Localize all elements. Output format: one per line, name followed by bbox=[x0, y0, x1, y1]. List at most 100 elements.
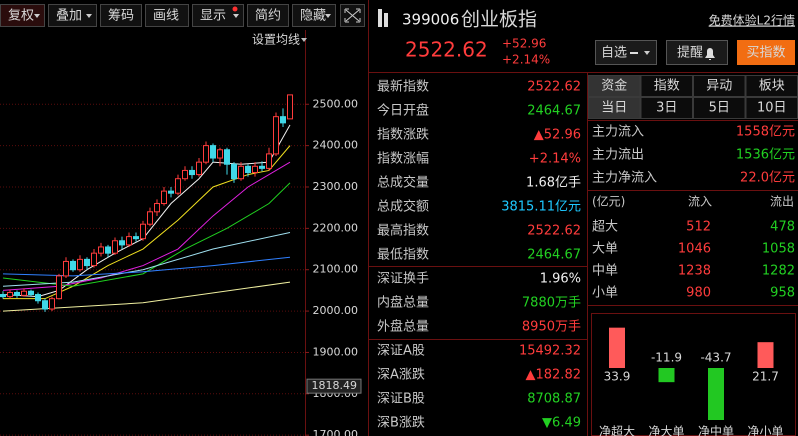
dropdown-arrow bbox=[34, 14, 40, 18]
tab[interactable] bbox=[640, 97, 693, 119]
y-tick-label: 1900.00 bbox=[313, 345, 359, 358]
quote-value: 2464.67 bbox=[527, 248, 581, 263]
quote-label: 指数涨幅 bbox=[377, 152, 429, 167]
net-flow-label: 33.9 bbox=[604, 370, 631, 384]
net-flow-category: 净大单 bbox=[648, 425, 684, 436]
tab-label: 指数 bbox=[654, 79, 680, 94]
stock-code: 399006 bbox=[402, 11, 459, 29]
net-flow-label: -43.7 bbox=[700, 351, 731, 365]
candle-body bbox=[84, 258, 90, 267]
candle-body bbox=[217, 149, 223, 159]
candle-body bbox=[273, 116, 279, 155]
net-flow-bar bbox=[708, 368, 724, 421]
toolbar-label: 筹码 bbox=[108, 8, 134, 24]
candle-body bbox=[77, 258, 83, 271]
buy-button[interactable] bbox=[737, 40, 795, 65]
candle-body bbox=[175, 178, 181, 194]
notice-dot bbox=[232, 6, 238, 12]
candle-body bbox=[0, 294, 6, 298]
flow-value: 1536亿元 bbox=[736, 148, 795, 163]
stock-name: 创业板指 bbox=[461, 9, 537, 31]
quote-label: 深B涨跌 bbox=[377, 415, 425, 431]
alert-button[interactable] bbox=[666, 40, 728, 65]
toolbar-label: 叠加 bbox=[56, 9, 82, 24]
toolbar-button[interactable] bbox=[145, 4, 189, 27]
quote-label: 深证换手 bbox=[377, 272, 429, 287]
candle-body bbox=[168, 190, 174, 194]
table-header: 流出 bbox=[770, 195, 794, 209]
dropdown-arrow bbox=[644, 51, 650, 55]
price: 2522.62 bbox=[405, 38, 488, 62]
dropdown-arrow bbox=[325, 14, 331, 18]
candle-body bbox=[70, 260, 76, 271]
candle-body bbox=[119, 240, 125, 246]
cursor-price: 1818.49 bbox=[312, 379, 358, 392]
tab-label: 资金 bbox=[601, 78, 627, 94]
tab[interactable] bbox=[588, 97, 641, 119]
quote-value: ▲52.96 bbox=[534, 128, 581, 143]
toolbar-button[interactable] bbox=[0, 4, 45, 27]
tab-label: 5日 bbox=[709, 101, 730, 116]
net-flow-bar bbox=[658, 368, 675, 383]
net-flow-bar bbox=[757, 342, 774, 368]
toolbar-label: 隐藏 bbox=[300, 9, 326, 24]
net-flow-category: 净超大 bbox=[599, 424, 635, 436]
toolbar-button[interactable] bbox=[100, 4, 142, 27]
quote-label: 总成交额 bbox=[377, 199, 429, 215]
candle-body bbox=[140, 223, 146, 240]
toolbar-button[interactable] bbox=[192, 4, 244, 27]
quote-label: 最高指数 bbox=[377, 223, 429, 239]
candle-body bbox=[154, 203, 160, 213]
candle-body bbox=[147, 211, 153, 225]
outflow: 1058 bbox=[762, 242, 795, 257]
candle-body bbox=[98, 246, 104, 254]
tab-label: 当日 bbox=[601, 101, 627, 116]
candle-body bbox=[238, 165, 244, 180]
quote-value: 1.96% bbox=[540, 272, 581, 287]
quote-label: 外盘总量 bbox=[377, 319, 429, 335]
candle-body bbox=[182, 169, 188, 180]
candle-body bbox=[21, 290, 27, 296]
toolbar-label: 简约 bbox=[255, 8, 281, 24]
quote-table: 最新指数 2522.62 今日开盘 2464.67 指数涨跌 ▲52.96 指数涨幅 +2.1… bbox=[377, 79, 581, 431]
bell-icon bbox=[705, 48, 715, 60]
toolbar-button[interactable] bbox=[247, 4, 289, 27]
net-flow-bar bbox=[609, 327, 625, 368]
quote-value: 2464.67 bbox=[527, 104, 581, 119]
quote-label: 深A涨跌 bbox=[377, 367, 425, 383]
table-header: (亿元) bbox=[592, 194, 625, 209]
promo-link[interactable]: 免费体验L2行情 bbox=[709, 13, 795, 28]
candle-body bbox=[196, 161, 202, 176]
toolbar-button[interactable] bbox=[292, 4, 336, 27]
outflow: 478 bbox=[770, 220, 795, 235]
buy-label: 买指数 bbox=[746, 46, 785, 61]
candle-body bbox=[287, 94, 293, 120]
quote-value: ▲182.82 bbox=[526, 368, 582, 383]
candle-body bbox=[126, 236, 132, 246]
kline-chart: 2500.00 2400.00 2300.00 2200.00 2100.00 2000.… bbox=[0, 94, 362, 436]
quote-value: 3815.11亿元 bbox=[501, 200, 581, 215]
inflow: 1046 bbox=[678, 242, 711, 257]
minus-icon bbox=[630, 52, 638, 54]
order-size: 大单 bbox=[592, 242, 618, 257]
net-flow-category: 净小单 bbox=[747, 425, 783, 436]
candle-body bbox=[189, 169, 195, 176]
tab[interactable] bbox=[588, 75, 641, 97]
toolbar: 复权 叠加 筹码 画线 显示 简约 隐藏 bbox=[0, 4, 336, 27]
alert-label: 提醒 bbox=[677, 45, 703, 61]
logo-mark bbox=[384, 13, 388, 27]
toolbar-button[interactable] bbox=[48, 4, 97, 27]
candle-body bbox=[133, 236, 139, 240]
quote-value: 15492.32 bbox=[519, 344, 581, 359]
candle-body bbox=[42, 300, 48, 310]
tab[interactable] bbox=[640, 75, 693, 97]
quote-value: 8708.87 bbox=[527, 392, 581, 407]
candle-body bbox=[266, 153, 272, 169]
tab[interactable] bbox=[693, 75, 746, 97]
candle-body bbox=[49, 298, 55, 310]
candle-body bbox=[259, 165, 265, 169]
tab[interactable] bbox=[693, 97, 746, 119]
dropdown-arrow bbox=[86, 14, 92, 18]
ma-line bbox=[2, 182, 291, 287]
ma-setting[interactable]: 设置均线 bbox=[252, 33, 300, 47]
